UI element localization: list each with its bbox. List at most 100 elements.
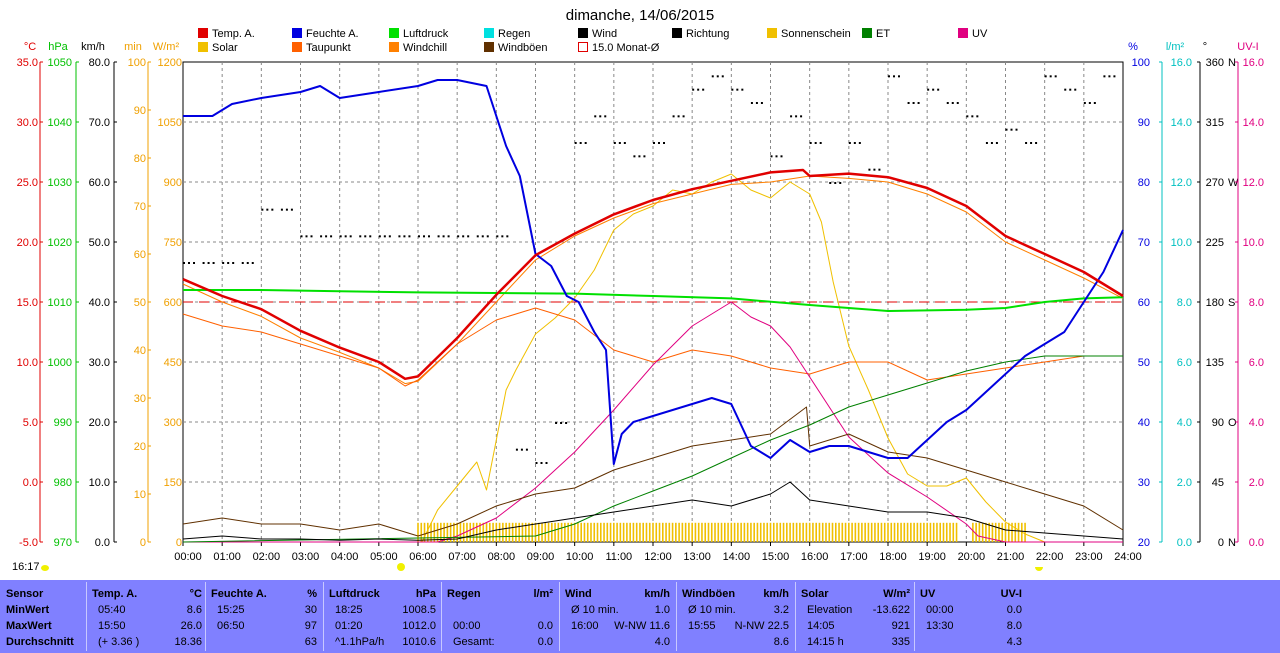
axis-tick-wind: 20.0 bbox=[89, 417, 110, 429]
axis-tick-dir: 180 bbox=[1206, 297, 1224, 309]
legend-label: Luftdruck bbox=[403, 28, 449, 40]
footer-press-value: 1012.0 bbox=[402, 620, 436, 632]
direction-point bbox=[481, 235, 484, 238]
direction-point bbox=[423, 235, 425, 238]
footer-sensor-header: Sensor bbox=[6, 588, 44, 600]
axis-tick-temp: 5.0 bbox=[23, 417, 38, 429]
footer-temp-time: 05:40 bbox=[98, 604, 126, 616]
direction-point bbox=[271, 208, 274, 211]
series-uv bbox=[183, 301, 1123, 543]
legend-label: 15.0 Monat-Ø bbox=[592, 42, 660, 54]
direction-point bbox=[364, 235, 367, 238]
axis-tick-rain: 12.0 bbox=[1171, 177, 1192, 189]
axis-tick-solar: 1200 bbox=[158, 57, 182, 69]
footer-hum-value: 63 bbox=[304, 636, 317, 648]
direction-point bbox=[398, 235, 401, 238]
legend-item: UV bbox=[958, 28, 988, 40]
direction-point bbox=[927, 88, 930, 91]
direction-point bbox=[770, 155, 773, 158]
axis-tick-rain: 4.0 bbox=[1177, 417, 1192, 429]
x-tick-label: 08:00 bbox=[488, 551, 516, 563]
direction-point bbox=[388, 235, 391, 238]
direction-point bbox=[574, 142, 577, 144]
legend-swatch bbox=[389, 42, 399, 52]
direction-point bbox=[241, 262, 244, 264]
legend-item: Richtung bbox=[672, 28, 729, 40]
footer-temp-unit: °C bbox=[189, 588, 202, 600]
footer-separator bbox=[323, 582, 324, 651]
footer-separator bbox=[441, 582, 442, 651]
direction-point bbox=[476, 235, 479, 238]
footer-wind-unit: km/h bbox=[644, 588, 670, 600]
footer-solar-header: Solar bbox=[801, 588, 829, 600]
footer-uv-value: 8.0 bbox=[1006, 620, 1022, 632]
x-tick-label: 14:00 bbox=[723, 551, 751, 563]
axis-tick-uv: 16.0 bbox=[1243, 57, 1264, 69]
footer-wind-time: Ø 10 min. bbox=[571, 604, 619, 616]
direction-point bbox=[750, 102, 753, 104]
direction-point bbox=[1049, 75, 1052, 78]
axis-tick-rain: 10.0 bbox=[1171, 237, 1192, 249]
footer-rain-time: Gesamt: bbox=[453, 636, 495, 648]
axis-header-solar: W/m² bbox=[153, 41, 180, 53]
axis-tick-min: 90 bbox=[134, 105, 146, 117]
direction-point bbox=[486, 235, 489, 238]
footer-rain-value: 0.0 bbox=[537, 636, 553, 648]
legend-swatch bbox=[578, 28, 588, 38]
x-tick-label: 06:00 bbox=[409, 551, 437, 563]
chart-title: dimanche, 14/06/2015 bbox=[566, 7, 714, 24]
axis-tick-dir: 135 bbox=[1206, 357, 1224, 369]
axis-tick-temp: 10.0 bbox=[17, 357, 38, 369]
x-tick-label: 03:00 bbox=[292, 551, 320, 563]
x-tick-label: 09:00 bbox=[527, 551, 555, 563]
legend-item: Temp. A. bbox=[198, 28, 255, 40]
direction-point bbox=[1035, 142, 1038, 144]
direction-point bbox=[535, 462, 538, 464]
footer-temp-value: 26.0 bbox=[180, 620, 202, 632]
axis-tick-solar: 750 bbox=[164, 237, 182, 249]
x-tick-label: 02:00 bbox=[253, 551, 281, 563]
direction-point bbox=[995, 142, 998, 144]
footer-separator bbox=[205, 582, 206, 651]
left-axes: 35.030.025.020.015.010.05.00.0-5.0105010… bbox=[17, 57, 182, 549]
axis-tick-hum: 50 bbox=[1138, 357, 1150, 369]
axis-tick-rain: 14.0 bbox=[1171, 117, 1192, 129]
direction-point bbox=[369, 235, 372, 238]
direction-point bbox=[692, 88, 695, 91]
footer-uv-header: UV bbox=[920, 588, 936, 600]
direction-point bbox=[829, 182, 832, 184]
axis-tick-wind: 10.0 bbox=[89, 477, 110, 489]
footer-uv-unit: UV-I bbox=[1000, 588, 1022, 600]
direction-point bbox=[956, 102, 959, 104]
axis-tick-press: 1040 bbox=[48, 117, 72, 129]
legend-label: Temp. A. bbox=[212, 28, 255, 40]
sunrise-marker-icon bbox=[397, 563, 405, 571]
axis-tick-dir: 315 bbox=[1206, 117, 1224, 129]
footer-press-value: 1008.5 bbox=[402, 604, 436, 616]
direction-point bbox=[339, 235, 342, 238]
direction-point bbox=[912, 102, 915, 104]
direction-point bbox=[976, 115, 979, 118]
direction-point bbox=[437, 235, 440, 238]
footer-sensor: Sensor MinWert MaxWert Durchschnitt bbox=[4, 580, 86, 653]
footer-uv-time: 13:30 bbox=[926, 620, 954, 632]
direction-point bbox=[1108, 75, 1111, 78]
footer-wind-header: Wind bbox=[565, 588, 592, 600]
axis-tick-wind: 50.0 bbox=[89, 237, 110, 249]
axis-tick-wind: 30.0 bbox=[89, 357, 110, 369]
footer-row-max: MaxWert bbox=[6, 620, 52, 632]
direction-point bbox=[193, 262, 195, 264]
axis-tick-temp: 0.0 bbox=[23, 477, 38, 489]
x-tick-label: 12:00 bbox=[644, 551, 672, 563]
footer-gust-time: Ø 10 min. bbox=[688, 604, 736, 616]
axis-tick-press: 1000 bbox=[48, 357, 72, 369]
direction-point bbox=[246, 262, 249, 264]
footer-rain-value: 0.0 bbox=[537, 620, 553, 632]
direction-point bbox=[658, 142, 660, 144]
direction-point bbox=[672, 115, 675, 118]
legend-item: Sonnenschein bbox=[767, 28, 851, 40]
legend-swatch bbox=[484, 42, 494, 52]
footer-rain-header: Regen bbox=[447, 588, 481, 600]
direction-point bbox=[898, 75, 900, 78]
footer-separator bbox=[559, 582, 560, 651]
